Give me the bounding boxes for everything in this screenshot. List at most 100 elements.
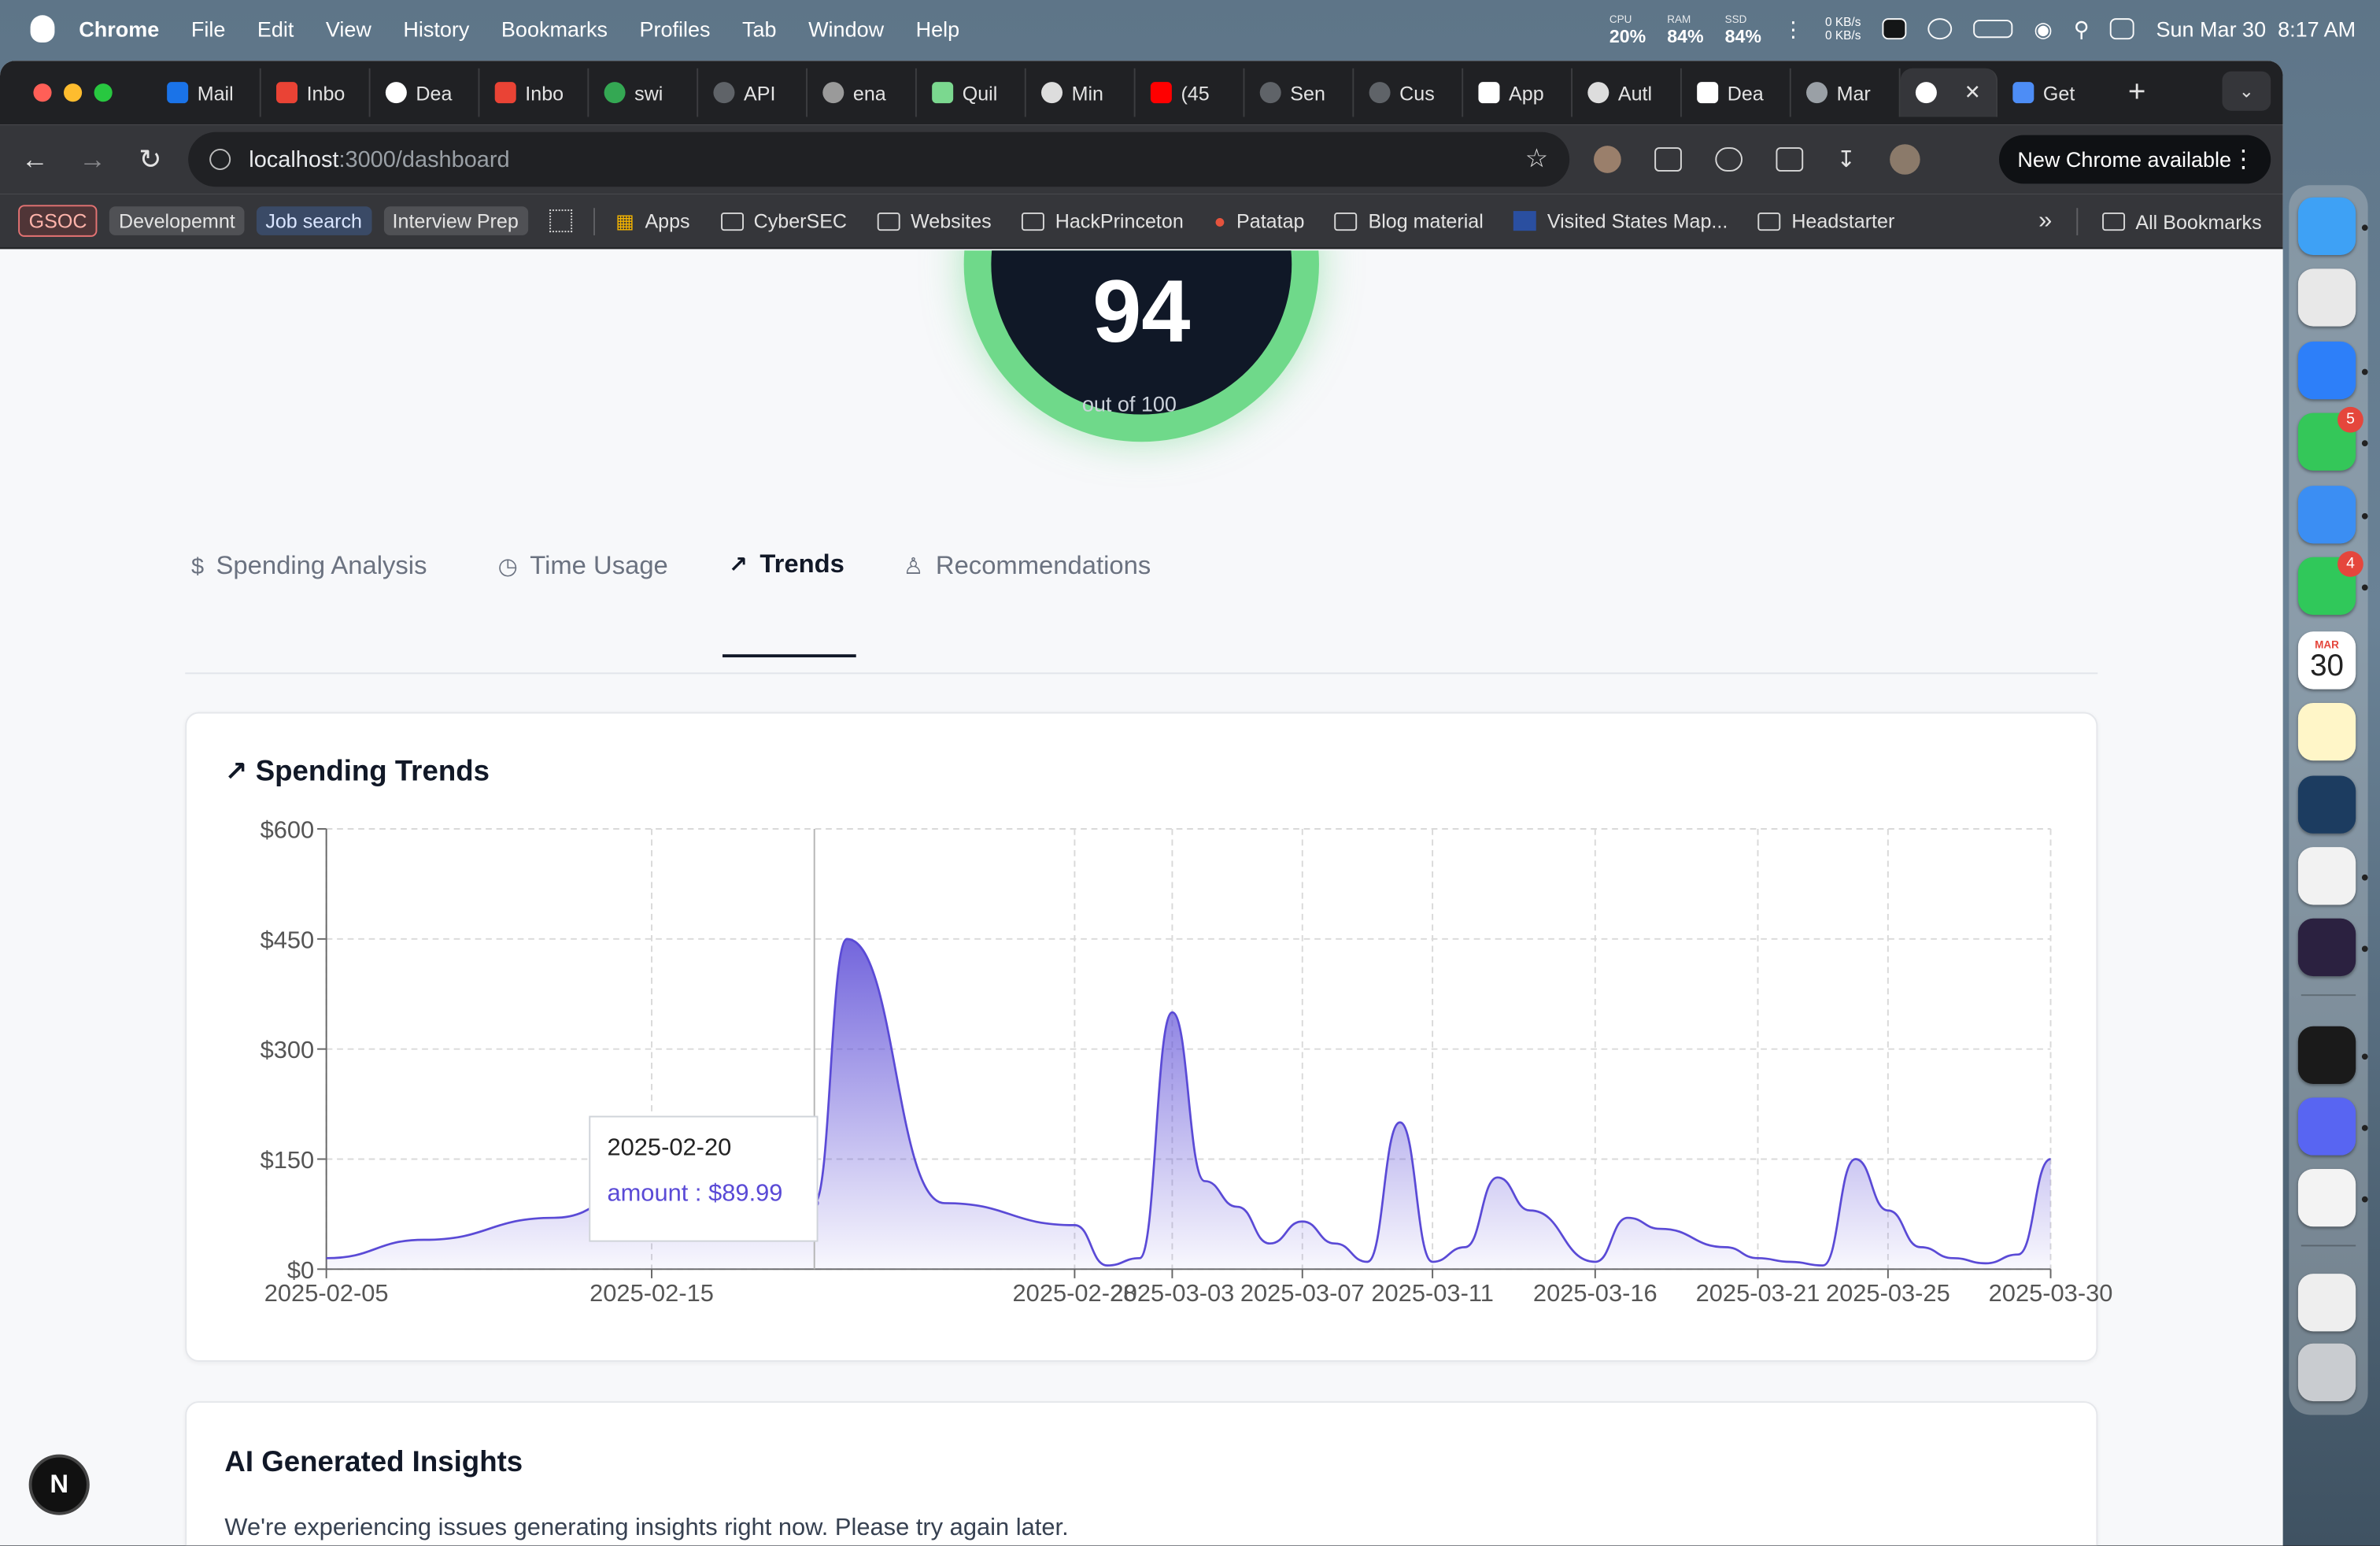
tab-recommendations[interactable]: ♙ Recommendations (904, 509, 1151, 624)
dock-app-obsidian[interactable] (2297, 918, 2356, 977)
menu-tab[interactable]: Tab (742, 17, 777, 42)
dock-app-textedit[interactable] (2297, 1169, 2356, 1227)
grammarly-icon[interactable] (1882, 18, 1907, 40)
dock-app-chrome[interactable] (2297, 847, 2356, 905)
dock-app-quicktime[interactable] (2297, 775, 2356, 834)
wifi-icon[interactable]: ◉ (2034, 16, 2053, 41)
browser-tab[interactable]: Dea (371, 68, 480, 117)
dock-app-cursor[interactable] (2297, 1026, 2356, 1085)
control-center-icon[interactable] (2110, 18, 2135, 40)
browser-tab[interactable]: Mar (1791, 68, 1901, 117)
menu-history[interactable]: History (403, 17, 470, 42)
bookmark-group-job-search[interactable]: Job search (256, 206, 371, 235)
browser-tab[interactable]: App (1463, 68, 1573, 117)
reload-button[interactable]: ↻ (139, 143, 162, 174)
more-dots-icon[interactable]: ⋮ (1782, 16, 1804, 41)
bookmark-visited-states-map[interactable]: Visited States Map... (1513, 209, 1728, 232)
browser-tab[interactable]: Inbo (479, 68, 589, 117)
tab-trends[interactable]: ↗ Trends (729, 507, 844, 623)
dock-running-indicator (2361, 1125, 2368, 1131)
browser-tab-active[interactable]: ✕ (1900, 68, 1998, 117)
browser-tab[interactable]: Sen (1244, 68, 1354, 117)
dock-app-discord[interactable] (2297, 1097, 2356, 1156)
tab-time-usage[interactable]: ◷ Time Usage (498, 509, 668, 624)
bookmark-apps[interactable]: ▦ Apps (615, 209, 689, 233)
browser-tab[interactable]: swi (589, 68, 699, 117)
browser-tab[interactable]: Inbo (261, 68, 371, 117)
new-tab-button[interactable]: + (2127, 75, 2146, 109)
menu-window[interactable]: Window (808, 17, 885, 42)
bookmark-group-development[interactable]: Developemnt (109, 206, 245, 235)
browser-tab[interactable]: (45 (1136, 68, 1245, 117)
menu-view[interactable]: View (325, 17, 371, 42)
browser-tab[interactable]: Autl (1572, 68, 1682, 117)
address-bar[interactable]: localhost:3000/dashboard ☆ (188, 131, 1570, 187)
menu-datetime[interactable]: Sun Mar 30 8:17 AM (2156, 17, 2356, 42)
print-icon[interactable] (1776, 147, 1804, 172)
dashboard-page: 94 out of 100 $ Spending Analysis ◷ Time… (0, 250, 2283, 1546)
nextjs-dev-badge[interactable]: N (28, 1454, 90, 1515)
forward-button[interactable]: → (79, 143, 107, 174)
dock-app-documents[interactable] (2297, 1274, 2356, 1332)
browser-tab[interactable]: Cus (1354, 68, 1464, 117)
browser-tab[interactable]: Get (1998, 68, 2107, 117)
window-controls (33, 83, 113, 102)
minimize-window-button[interactable] (64, 83, 83, 102)
calendar-day: 30 (2310, 649, 2344, 682)
dock-app-mail[interactable] (2297, 486, 2356, 544)
zoom-window-button[interactable] (94, 83, 113, 102)
play-icon[interactable] (1927, 18, 1953, 40)
dock-app-calendar[interactable]: MAR 30 (2297, 631, 2356, 690)
close-window-button[interactable] (33, 83, 52, 102)
browser-tab[interactable]: Min (1026, 68, 1136, 117)
menu-app-name[interactable]: Chrome (79, 17, 160, 42)
tooltip-date: 2025-02-20 (607, 1135, 732, 1162)
browser-tab[interactable]: API (698, 68, 808, 117)
spotlight-search-icon[interactable]: ⚲ (2073, 16, 2090, 41)
bookmark-group-interview-prep[interactable]: Interview Prep (382, 206, 528, 235)
apple-icon[interactable] (30, 15, 55, 43)
extension-icon[interactable] (1594, 146, 1621, 173)
bookmark-folder-hackprinceton[interactable]: HackPrinceton (1022, 209, 1184, 232)
bookmark-folder-blog-material[interactable]: Blog material (1335, 209, 1484, 232)
incognito-icon[interactable] (1715, 147, 1743, 172)
bookmark-star-icon[interactable]: ☆ (1524, 144, 1549, 173)
menu-help[interactable]: Help (915, 17, 960, 42)
dock-app-safari[interactable] (2297, 341, 2356, 400)
cpu-stat[interactable]: CPU 20% (1609, 13, 1646, 46)
browser-tab[interactable]: ena (808, 68, 917, 117)
ram-stat[interactable]: RAM 84% (1667, 13, 1703, 46)
tab-groups-grid-icon[interactable] (549, 209, 572, 233)
battery-icon[interactable] (1973, 20, 2013, 39)
bookmark-folder-websites[interactable]: Websites (877, 209, 992, 232)
browser-tab[interactable]: Mail (152, 68, 261, 117)
menu-file[interactable]: File (190, 17, 226, 42)
tab-search-button[interactable]: ⌄ (2222, 71, 2271, 111)
chrome-update-button[interactable]: New Chrome available (1999, 135, 2271, 184)
dock-app-notes[interactable] (2297, 702, 2356, 761)
network-stat[interactable]: 0 KB/s 0 KB/s (1825, 15, 1861, 43)
more-bookmarks-button[interactable]: » (2038, 208, 2053, 235)
menu-edit[interactable]: Edit (257, 17, 294, 42)
dock-app-trash[interactable] (2297, 1343, 2356, 1402)
dock-app-finder[interactable] (2297, 197, 2356, 256)
menu-bookmarks[interactable]: Bookmarks (501, 17, 608, 42)
menu-profiles[interactable]: Profiles (639, 17, 711, 42)
tab-spending-analysis[interactable]: $ Spending Analysis (191, 509, 427, 624)
dock-app-launchpad[interactable] (2297, 268, 2356, 327)
site-info-icon[interactable] (209, 149, 231, 171)
bookmark-folder-headstarter[interactable]: Headstarter (1757, 209, 1894, 232)
tab-favicon (604, 82, 626, 104)
browser-tab[interactable]: Quil (917, 68, 1026, 117)
browser-tab[interactable]: Dea (1682, 68, 1791, 117)
extensions-puzzle-icon[interactable] (1654, 147, 1682, 172)
all-bookmarks-button[interactable]: All Bookmarks (2101, 210, 2262, 233)
back-button[interactable]: ← (21, 143, 49, 174)
download-icon[interactable]: ↧ (1836, 147, 1856, 173)
tab-close-icon[interactable]: ✕ (1964, 80, 1981, 104)
profile-avatar[interactable] (1889, 144, 1920, 175)
bookmark-folder-cybersec[interactable]: CyberSEC (720, 209, 847, 232)
ssd-stat[interactable]: SSD 84% (1725, 13, 1761, 46)
bookmark-patatap[interactable]: ● Patatap (1214, 209, 1304, 232)
bookmark-group-gsoc[interactable]: GSOC (18, 205, 98, 237)
